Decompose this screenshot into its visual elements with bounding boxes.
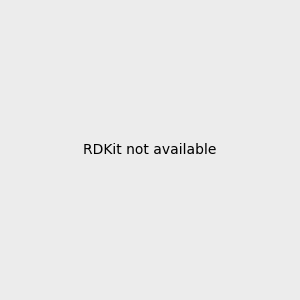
Text: RDKit not available: RDKit not available [83, 143, 217, 157]
